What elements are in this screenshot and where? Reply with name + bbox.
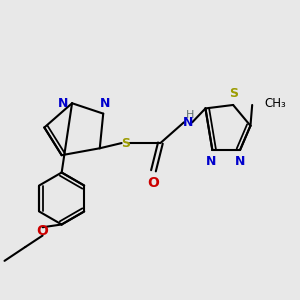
Text: N: N [58, 97, 68, 110]
Text: O: O [37, 224, 49, 239]
Text: N: N [183, 116, 193, 129]
Text: S: S [229, 87, 238, 100]
Text: N: N [235, 155, 245, 168]
Text: H: H [186, 110, 194, 120]
Text: S: S [121, 136, 130, 150]
Text: O: O [148, 176, 159, 190]
Text: N: N [206, 155, 216, 168]
Text: CH₃: CH₃ [264, 97, 286, 110]
Text: N: N [100, 97, 110, 110]
